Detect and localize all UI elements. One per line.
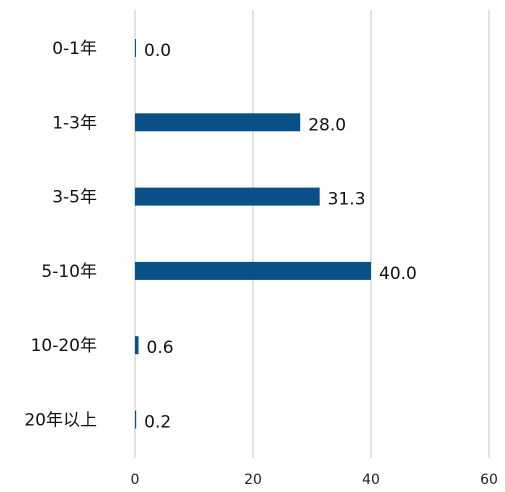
x-tick-label: 60 [480, 472, 498, 488]
x-tick-label: 0 [131, 472, 140, 488]
bar [135, 113, 301, 132]
bar [135, 187, 320, 206]
gridlines [134, 10, 490, 458]
x-tick-label: 40 [362, 472, 380, 488]
bar [135, 410, 137, 429]
data-label: 40.0 [379, 264, 417, 284]
bar [135, 336, 139, 355]
bar [135, 261, 371, 280]
data-label: 0.6 [147, 338, 174, 358]
category-label: 10-20年 [31, 336, 97, 356]
x-tick-labels: 0 20 40 60 [131, 472, 498, 488]
data-label: 0.0 [144, 41, 171, 61]
bars [135, 39, 371, 429]
data-label: 0.2 [144, 413, 171, 433]
category-label: 3-5年 [52, 188, 97, 208]
value-labels: 0.0 28.0 31.3 40.0 0.6 0.2 [144, 41, 417, 433]
category-label: 20年以上 [24, 411, 97, 431]
data-label: 31.3 [328, 190, 366, 210]
category-label: 1-3年 [52, 113, 97, 133]
bar [135, 39, 136, 57]
category-labels: 0-1年 1-3年 3-5年 5-10年 10-20年 20年以上 [24, 39, 97, 431]
category-label: 5-10年 [41, 262, 97, 282]
x-tick-label: 20 [244, 472, 262, 488]
category-label: 0-1年 [52, 39, 97, 59]
data-label: 28.0 [308, 115, 346, 135]
